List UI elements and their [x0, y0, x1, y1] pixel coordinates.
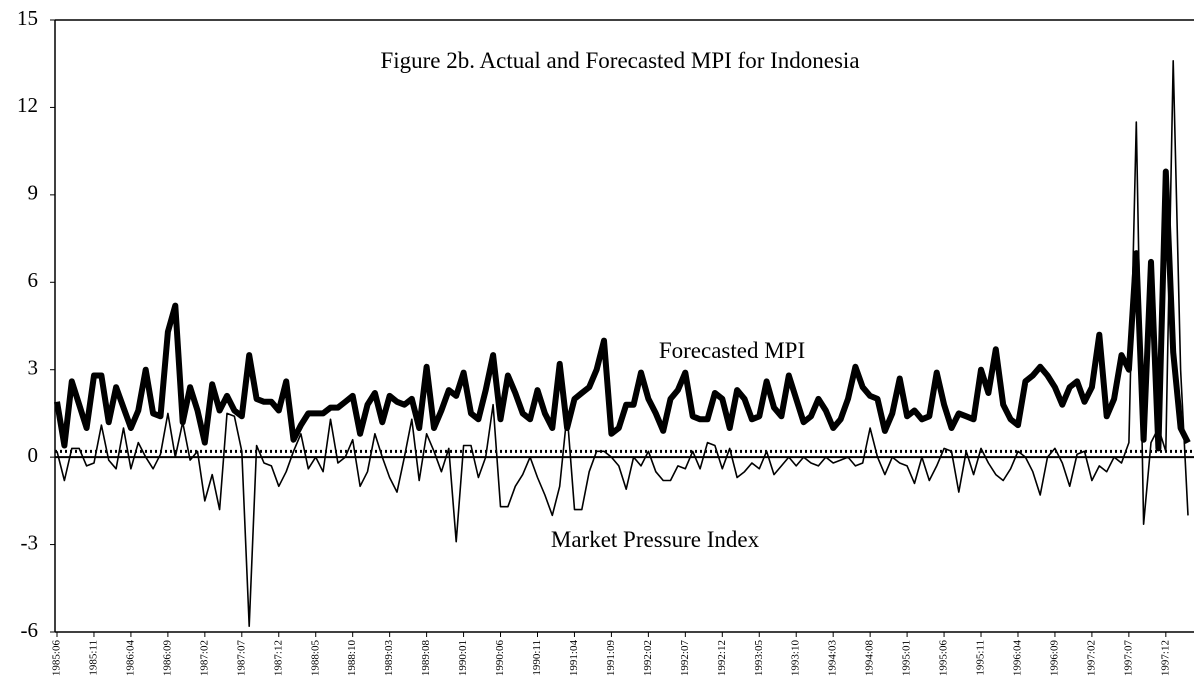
x-tick-label: 1997:02 [1085, 640, 1097, 676]
x-tick-label: 1992:12 [716, 640, 728, 676]
y-tick-label: 3 [28, 356, 39, 380]
x-tick-label: 1987:02 [198, 640, 210, 676]
x-tick-label: 1988:10 [346, 640, 358, 677]
y-tick-label: 15 [17, 6, 38, 30]
x-tick-label: 1995:01 [901, 640, 913, 676]
chart-title: Figure 2b. Actual and Forecasted MPI for… [380, 48, 859, 73]
x-tick-label: 1995:11 [975, 640, 987, 676]
x-tick-label: 1987:07 [235, 640, 247, 677]
x-tick-label: 1989:03 [383, 640, 395, 677]
y-tick-label: 0 [28, 443, 39, 467]
x-tick-label: 1988:05 [309, 640, 321, 677]
x-tick-label: 1991:04 [568, 640, 580, 677]
y-tick-label: 9 [28, 181, 39, 205]
x-tick-label: 1985:11 [87, 640, 99, 676]
y-tick-label: -3 [21, 530, 39, 554]
x-tick-label: 1996:09 [1048, 640, 1060, 677]
x-tick-label: 1992:07 [679, 640, 691, 677]
y-tick-label: 12 [17, 93, 38, 117]
x-tick-label: 1990:01 [457, 640, 469, 676]
x-tick-label: 1997:12 [1159, 640, 1171, 676]
y-tick-label: -6 [21, 618, 39, 642]
x-tick-label: 1987:12 [272, 640, 284, 676]
series-label: Market Pressure Index [551, 527, 760, 552]
x-tick-label: 1985:06 [51, 640, 63, 677]
x-tick-label: 1991:09 [605, 640, 617, 677]
x-tick-label: 1986:04 [124, 640, 136, 677]
x-tick-label: 1995:06 [938, 640, 950, 677]
x-tick-label: 1994:03 [827, 640, 839, 677]
y-tick-label: 6 [28, 268, 39, 292]
series-line [56, 60, 1189, 627]
series-line [54, 168, 1191, 452]
x-tick-label: 1990:06 [494, 640, 506, 677]
x-tick-label: 1990:11 [531, 640, 543, 676]
x-tick-label: 1989:08 [420, 640, 432, 677]
x-tick-label: 1986:09 [161, 640, 173, 677]
x-tick-label: 1994:08 [864, 640, 876, 677]
x-tick-label: 1997:07 [1122, 640, 1134, 677]
series-label: Forecasted MPI [659, 338, 805, 363]
x-tick-label: 1993:10 [790, 640, 802, 677]
x-tick-label: 1992:02 [642, 640, 654, 676]
x-tick-label: 1993:05 [753, 640, 765, 677]
x-tick-label: 1996:04 [1012, 640, 1024, 677]
